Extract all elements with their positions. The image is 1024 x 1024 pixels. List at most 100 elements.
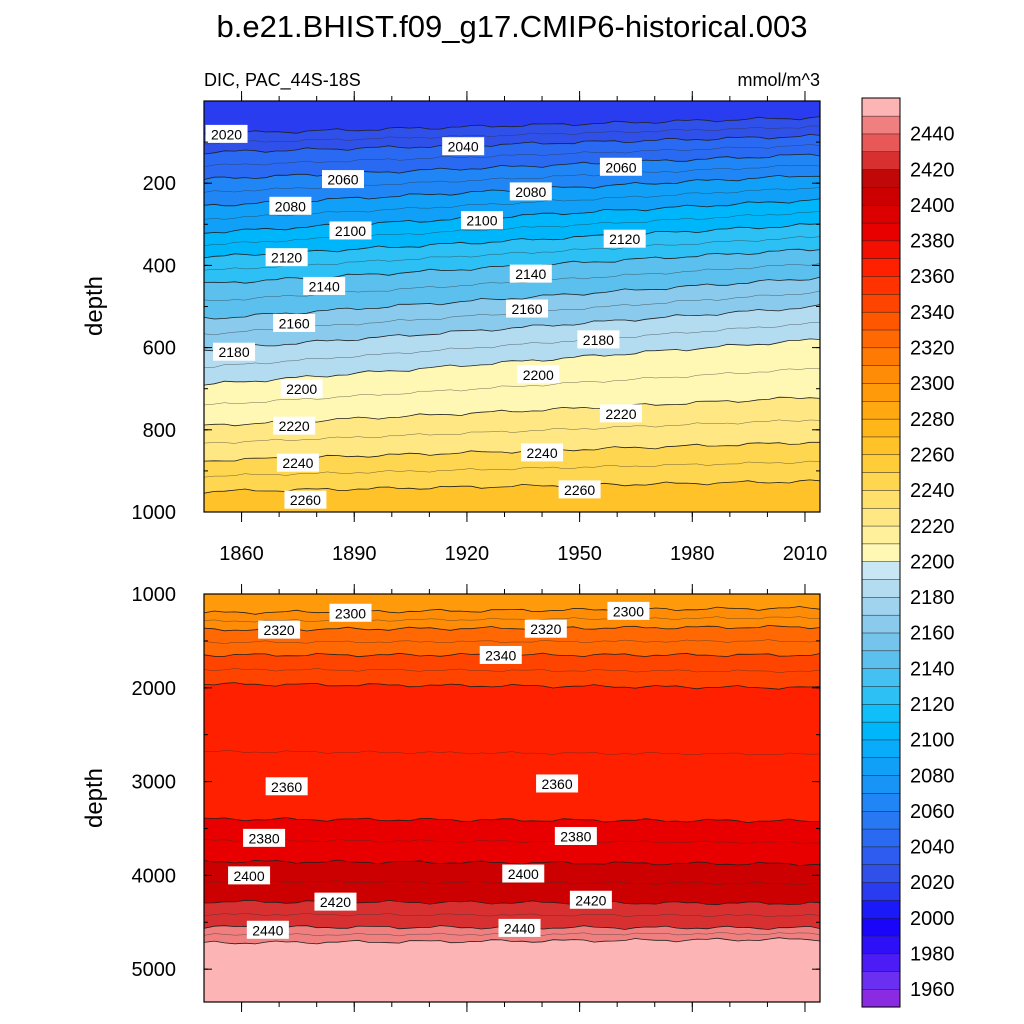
contour-line-minor <box>204 750 820 756</box>
colorbar-band <box>861 436 901 456</box>
contour-label-text: 2380 <box>560 828 591 844</box>
colorbar-band <box>861 472 901 491</box>
colorbar-frame <box>861 97 901 1008</box>
contour-line-2300 <box>204 606 820 615</box>
contour-label: 2120 <box>265 248 308 267</box>
colorbar-label: 1980 <box>910 944 955 966</box>
contour-line-2040 <box>204 133 820 155</box>
y-tick-label: 3000 <box>132 772 177 794</box>
colorbar-label: 2300 <box>910 373 955 395</box>
contour-label-box <box>524 619 567 638</box>
contour-label-box <box>265 248 308 267</box>
colorbar-label: 2340 <box>910 302 955 324</box>
contour-label-box <box>213 342 256 361</box>
contour-label-box <box>599 157 642 176</box>
contour-line-minor <box>204 639 820 644</box>
contour-label-box <box>246 920 289 939</box>
units-label: mmol/m^3 <box>738 70 820 90</box>
contour-line-minor <box>204 460 820 478</box>
colorbar-band <box>861 186 901 206</box>
contour-line-2260 <box>204 479 820 494</box>
contour-label-box <box>509 182 552 201</box>
colorbar-band <box>861 935 901 955</box>
colorbar-band <box>861 703 901 723</box>
colorbar-label: 2020 <box>910 872 955 894</box>
x-axis <box>241 584 806 1012</box>
colorbar-band <box>861 632 901 652</box>
colorbar-label: 1960 <box>910 979 955 1001</box>
y-tick-label: 5000 <box>132 959 177 981</box>
colorbar-label: 2140 <box>910 658 955 680</box>
contour-label-text: 2320 <box>264 622 295 638</box>
contour-band <box>204 625 820 657</box>
contour-label: 2300 <box>329 603 372 622</box>
contour-label-box <box>258 620 301 639</box>
contour-band <box>204 937 820 1002</box>
colorbar-band <box>861 899 901 919</box>
contour-label-text: 2340 <box>485 647 516 663</box>
colorbar-band <box>861 596 901 616</box>
colorbar-band <box>861 240 901 259</box>
y-tick-label: 200 <box>143 173 176 195</box>
colorbar-band <box>861 971 901 990</box>
contour-label-text: 2380 <box>249 830 280 846</box>
contour-label-box <box>460 211 503 230</box>
contour-label-box <box>509 264 552 283</box>
contour-label: 2360 <box>536 774 579 793</box>
x-axis: 1860 1890 1920 1950 1980 2010 <box>219 91 827 565</box>
contour-label-box <box>273 313 316 332</box>
contour-label: 2220 <box>599 404 642 423</box>
contour-label-box <box>273 416 316 435</box>
contour-label-text: 2200 <box>523 367 554 383</box>
contour-label-text: 2440 <box>504 920 535 936</box>
colorbar-band <box>861 293 901 313</box>
x-tick-label: 1950 <box>557 543 602 565</box>
contour-label: 2060 <box>321 170 364 189</box>
contour-label-box <box>321 170 364 189</box>
contour-line-minor <box>204 144 820 167</box>
contour-label: 2040 <box>442 137 485 156</box>
contour-label-text: 2020 <box>211 126 242 142</box>
contour-line-minor <box>204 880 820 886</box>
contour-band <box>204 479 820 512</box>
contour-label-text: 2240 <box>526 445 557 461</box>
colorbar-band <box>861 115 901 135</box>
colorbar: 1960 1980 2000 2020 2040 2060 2080 2100 2120 2140… <box>861 97 955 1008</box>
contour-label-text: 2400 <box>508 866 539 882</box>
contour-label: 2020 <box>205 124 248 143</box>
colorbar-band <box>861 365 901 384</box>
colorbar-band <box>861 828 901 848</box>
colorbar-label: 2120 <box>910 694 955 716</box>
contour-label: 2200 <box>517 365 560 384</box>
colorbar-band <box>861 400 901 420</box>
colorbar-label: 2180 <box>910 587 955 609</box>
x-tick-label: 1860 <box>219 543 264 565</box>
contour-band <box>204 817 820 866</box>
colorbar-band <box>861 258 901 277</box>
contour-line-2400 <box>204 859 820 867</box>
contour-label-text: 2260 <box>564 482 595 498</box>
contour-label: 2380 <box>554 826 597 845</box>
variable-label: DIC, PAC_44S-18S <box>204 70 361 91</box>
contour-label: 2380 <box>243 828 286 847</box>
contour-label-text: 2080 <box>515 184 546 200</box>
contour-label-text: 2140 <box>515 266 546 282</box>
contour-label-text: 2080 <box>275 198 306 214</box>
contour-label-text: 2060 <box>327 172 358 188</box>
contour-line-minor <box>204 838 820 844</box>
contour-label-box <box>498 918 541 937</box>
contour-line-minor <box>204 368 820 406</box>
contour-label-text: 2400 <box>233 868 264 884</box>
figure-title: b.e21.BHIST.f09_g17.CMIP6-historical.003 <box>216 9 807 44</box>
colorbar-label: 2100 <box>910 730 955 752</box>
contour-label: 2140 <box>303 276 346 295</box>
colorbar-band <box>861 810 901 830</box>
colorbar-band <box>861 329 901 349</box>
contour-label-text: 2040 <box>448 139 479 155</box>
colorbar-band <box>861 739 901 759</box>
colorbar-band <box>861 668 901 687</box>
contour-label-text: 2120 <box>609 231 640 247</box>
colorbar-band <box>861 204 901 224</box>
contour-label: 2260 <box>284 490 327 509</box>
x-tick-label: 1980 <box>670 543 715 565</box>
